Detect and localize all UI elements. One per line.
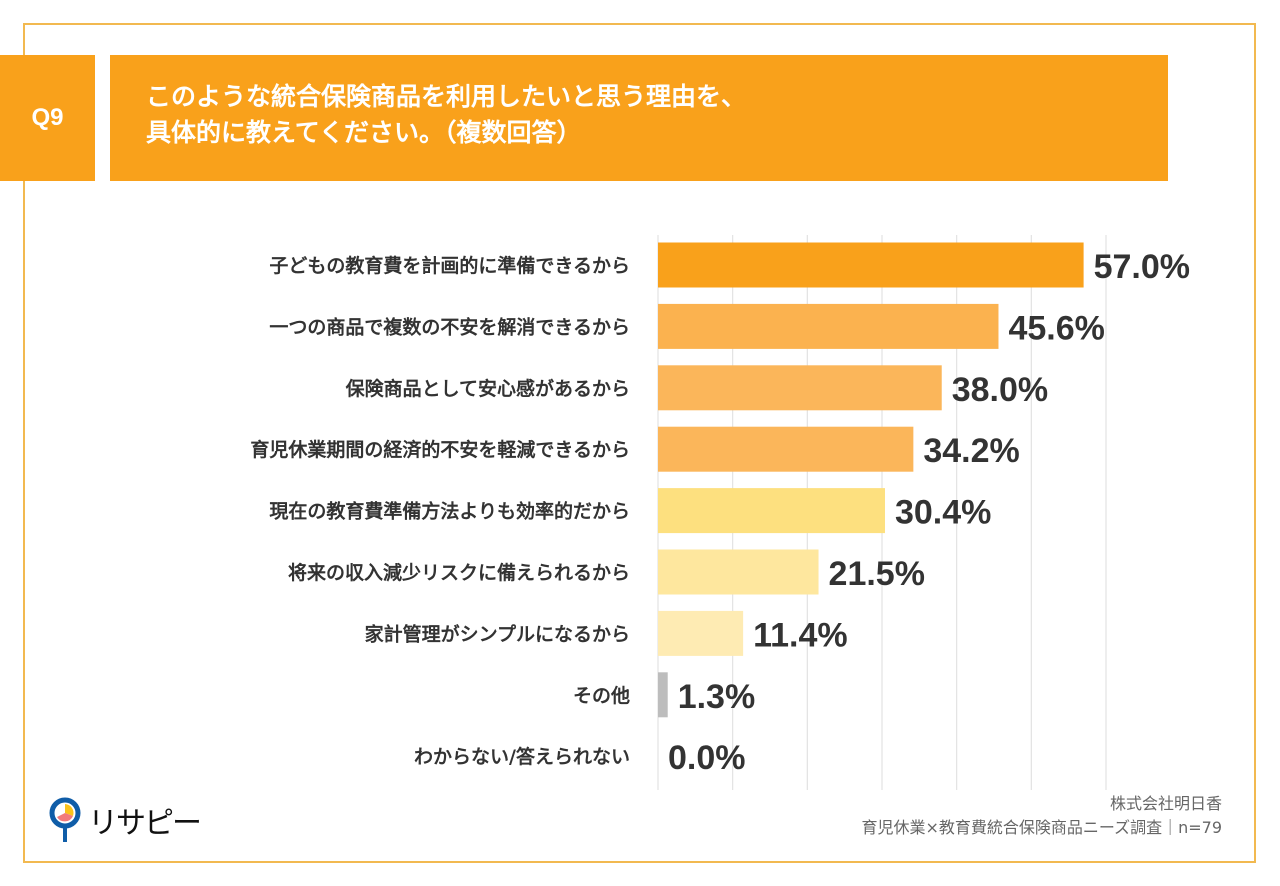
category-label: 一つの商品で複数の不安を解消できるから <box>269 315 630 338</box>
category-label: 将来の収入減少リスクに備えられるから <box>288 561 630 584</box>
category-label: 育児休業期間の経済的不安を軽減できるから <box>250 438 630 461</box>
category-label: 家計管理がシンプルになるから <box>365 622 630 645</box>
value-label: 21.5% <box>829 555 925 593</box>
bar <box>658 610 744 656</box>
category-label: 子どもの教育費を計画的に準備できるから <box>269 254 630 277</box>
bar <box>658 549 819 595</box>
bar <box>658 242 1084 288</box>
question-number: Q9 <box>0 55 95 181</box>
category-label: 保険商品として安心感があるから <box>345 377 630 400</box>
bar <box>658 426 914 472</box>
title-line-2: 具体的に教えてください。（複数回答） <box>146 118 582 147</box>
bar <box>658 672 668 718</box>
bar <box>658 488 885 534</box>
value-label: 45.6% <box>1008 309 1104 347</box>
company-name: 株式会社明日香 <box>1109 794 1222 813</box>
value-label: 34.2% <box>923 432 1019 470</box>
bar <box>658 365 942 411</box>
question-title: このような統合保険商品を利用したいと思う理由を、 具体的に教えてください。（複数… <box>110 55 1168 181</box>
value-label: 38.0% <box>952 371 1048 409</box>
value-label: 57.0% <box>1094 248 1190 286</box>
value-label: 30.4% <box>895 494 991 532</box>
value-label: 11.4% <box>753 616 848 654</box>
title-line-1: このような統合保険商品を利用したいと思う理由を、 <box>146 82 747 111</box>
survey-name: 育児休業×教育費統合保険商品ニーズ調査｜n=79 <box>861 818 1222 837</box>
logo: リサピー <box>48 796 202 844</box>
bar <box>658 303 999 349</box>
chart-frame <box>23 23 1256 863</box>
logo-text: リサピー <box>88 806 202 841</box>
category-label: 現在の教育費準備方法よりも効率的だから <box>269 500 630 523</box>
logo-pin-icon <box>49 797 81 842</box>
source-note: 株式会社明日香 育児休業×教育費統合保険商品ニーズ調査｜n=79 <box>861 792 1222 840</box>
category-label: その他 <box>573 684 630 707</box>
category-label: わからない/答えられない <box>414 745 630 768</box>
value-label: 0.0% <box>668 739 746 777</box>
value-label: 1.3% <box>678 678 756 716</box>
